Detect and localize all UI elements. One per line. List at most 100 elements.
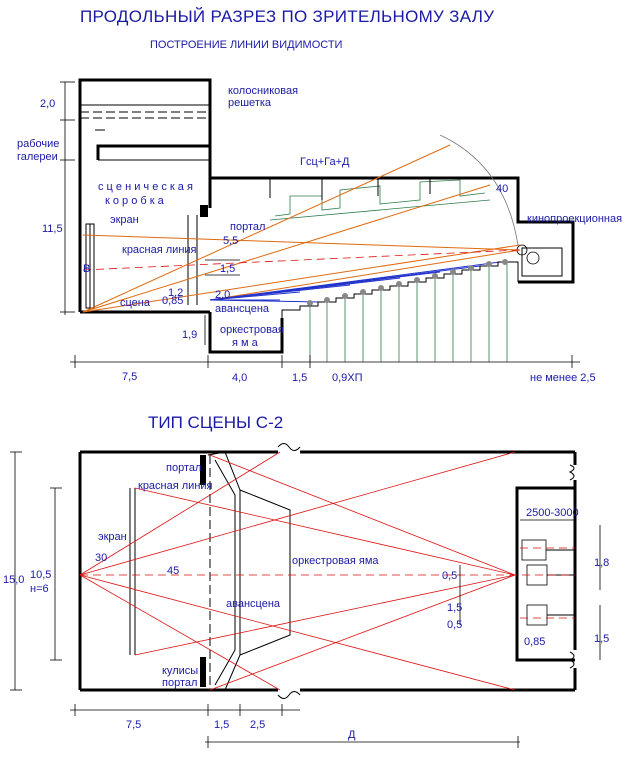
plan-sight-lines: [79, 451, 575, 691]
dim-plan-1-5: 1,5: [447, 602, 462, 614]
section-drawing: ПРОДОЛЬНЫЙ РАЗРЕЗ ПО ЗРИТЕЛЬНОМУ ЗАЛУ ПО…: [17, 7, 622, 384]
balcony: [269, 134, 519, 246]
label-d: Д: [348, 729, 356, 741]
label-red-line: красная линия: [122, 244, 197, 256]
dim-2-0b: 2,0: [215, 289, 230, 301]
door-right-top: [568, 464, 575, 481]
projector-3: [526, 604, 548, 626]
label-galleries-1: рабочие: [17, 138, 59, 150]
balcony-hangers: [269, 178, 431, 200]
plan-title: ТИП СЦЕНЫ С-2: [148, 413, 283, 432]
plan-red-8: [134, 574, 516, 656]
dim-plan-1-5r: 1,5: [594, 633, 609, 645]
section-subtitle: ПОСТРОЕНИЕ ЛИНИИ ВИДИМОСТИ: [150, 39, 342, 51]
dim-plan-bottom-2: 1,5: [214, 719, 229, 731]
dim-bottom-4: 0,9ХП: [332, 372, 363, 384]
plan-red-2: [79, 574, 516, 691]
dim-2-0: 2,0: [40, 98, 55, 110]
dim-5-5: 5,5: [223, 235, 238, 247]
blue-6: [209, 261, 501, 301]
dim-bottom-3: 1,5: [292, 372, 307, 384]
stage-box-outline: [78, 78, 212, 312]
dim-bottom-2: 4,0: [232, 372, 247, 384]
label-range: 2500-3000: [526, 507, 579, 519]
dim-plan-10-5: 10,5: [30, 569, 51, 581]
dim-plan-0-5b: 0,5: [447, 619, 462, 631]
label-plan-pit: оркестровая яма: [292, 555, 379, 567]
plan-red-5: [209, 454, 516, 576]
dim-1-5: 1,5: [220, 263, 235, 275]
orchestra-pit-wall: [208, 312, 284, 354]
label-wings-1: кулисы: [162, 665, 198, 677]
label-galleries-2: галереи: [17, 151, 58, 163]
pit-edge: [239, 489, 291, 656]
projector-reel: [526, 251, 540, 265]
dim-plan-bottom-3: 2,5: [250, 719, 265, 731]
dim-plan-1-8: 1,8: [594, 557, 609, 569]
forestage-inner: [214, 459, 236, 686]
label-forestage: авансцена: [215, 303, 270, 315]
sight-orange-4: [82, 234, 521, 251]
projection-arc: [439, 134, 519, 246]
projection-axis: [82, 249, 521, 271]
plan-portal: [129, 451, 291, 691]
label-grid-2: решетка: [228, 97, 272, 109]
dim-bottom-5: не менее 2,5: [530, 372, 596, 384]
label-screen: экран: [110, 214, 139, 226]
label-pit-2: я м а: [232, 337, 259, 349]
stage-box-walls: [78, 78, 575, 354]
projection-room-plan: [515, 486, 575, 662]
sight-orange-3: [82, 244, 521, 313]
label-angle-45: 45: [167, 565, 179, 577]
portal-block: [200, 205, 208, 217]
label-stage: сцена: [120, 297, 151, 309]
label-wings-2: портал: [162, 677, 197, 689]
section-title: ПРОДОЛЬНЫЙ РАЗРЕЗ ПО ЗРИТЕЛЬНОМУ ЗАЛУ: [80, 7, 494, 26]
sight-lines: [82, 144, 521, 313]
portal-bottom-block: [200, 657, 206, 687]
dim-1-2: 1,2: [168, 287, 183, 299]
stepped-floor: [281, 259, 519, 362]
label-formula: Гсц+Га+Д: [300, 156, 350, 168]
dim-bottom-1: 7,5: [122, 371, 137, 383]
label-projection: кинопроекционная: [527, 213, 622, 225]
label-angle-30: 30: [95, 552, 107, 564]
plan-red-1: [79, 451, 516, 576]
label-angle: 40: [496, 183, 508, 195]
dim-0-85: 0,85: [162, 295, 183, 307]
label-plan-screen: экран: [98, 531, 127, 543]
dim-plan-15: 15,0: [3, 574, 24, 586]
projector-1: [521, 539, 547, 561]
balcony-steps: [274, 179, 486, 217]
sight-orange-5: [209, 249, 521, 301]
label-portal-top: портал: [166, 462, 201, 474]
projection-room: [516, 244, 563, 277]
plan-walls: [78, 443, 577, 699]
dim-plan-0-85: 0,85: [524, 636, 545, 648]
row-verticals: [309, 262, 508, 362]
plan-dimensions: [10, 451, 601, 748]
plan-red-7: [134, 487, 516, 576]
sight-orange-2: [82, 184, 491, 313]
label-plan-red-line: красная линия: [138, 480, 213, 492]
label-pit-1: оркестровая: [220, 324, 284, 336]
blue-fan: [209, 261, 501, 303]
plan-red-6: [209, 574, 516, 691]
label-portal: портал: [230, 221, 265, 233]
floor-steps: [281, 261, 519, 318]
label-letter-b: В: [83, 263, 90, 275]
dim-1-9: 1,9: [182, 329, 197, 341]
balcony-line: [269, 199, 491, 221]
door-bottom: [277, 691, 301, 699]
gallery-upper: [96, 144, 210, 160]
projector-box: [521, 247, 563, 277]
dim-plan-bottom-1: 7,5: [126, 719, 141, 731]
hall-ceiling: [210, 176, 575, 284]
label-grid-1: колосниковая: [228, 85, 298, 97]
door-top: [277, 443, 301, 451]
sight-orange-1: [82, 144, 451, 313]
dim-plan-0-5a: 0,5: [442, 570, 457, 582]
dim-11-5: 11,5: [42, 223, 63, 235]
section-dimensions: [60, 81, 580, 368]
